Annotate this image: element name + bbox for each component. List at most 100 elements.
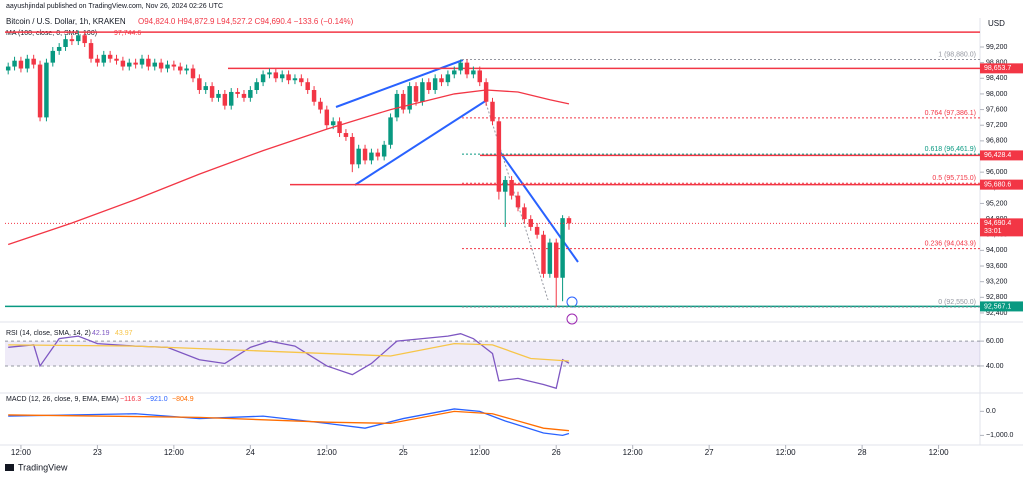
candle-body	[216, 93, 221, 98]
candle-body	[101, 54, 107, 63]
x-tick-label: 12:00	[623, 448, 644, 457]
candle-body	[324, 109, 330, 126]
candle-body	[330, 121, 336, 126]
fib-label: 0.618 (96,461.9)	[925, 146, 976, 153]
y-tick-label: 99,200	[986, 44, 1008, 51]
y-tick-label: 98,400	[986, 75, 1008, 82]
candle-body	[394, 93, 400, 118]
countdown: 33:01	[984, 228, 1002, 235]
x-tick-label: 28	[858, 448, 867, 457]
candle-body	[127, 62, 132, 67]
y-tick-label: 94,000	[986, 247, 1008, 254]
candle-body	[464, 62, 470, 75]
brand-logo	[5, 464, 14, 471]
fib-label: 0.236 (94,043.9)	[925, 241, 976, 248]
y-tick-label: 92,400	[986, 310, 1008, 317]
x-tick-label: 12:00	[776, 448, 797, 457]
x-tick-label: 23	[93, 448, 102, 457]
candle-body	[509, 179, 514, 196]
ma-value: 97,744.6	[114, 30, 141, 37]
candle-body	[44, 62, 49, 118]
x-tick-label: 12:00	[317, 448, 338, 457]
indicator-label: −921.0	[146, 396, 168, 403]
candle-body	[362, 148, 368, 161]
y-tick-label: 97,200	[986, 122, 1008, 129]
price-tag	[980, 63, 1023, 74]
candle-body	[541, 234, 546, 274]
trend-line	[354, 99, 488, 186]
candle-body	[566, 218, 572, 224]
candle-body	[273, 72, 279, 79]
candle-body	[471, 70, 476, 75]
candle-body	[158, 62, 164, 69]
candle-body	[5, 66, 11, 71]
candle-body	[534, 226, 540, 235]
candle-body	[381, 144, 387, 157]
candle-body	[490, 101, 495, 122]
publisher: aayushjindal published on TradingView.co…	[6, 3, 223, 10]
candle-body	[458, 62, 463, 71]
candle-body	[37, 64, 43, 118]
candle-body	[209, 86, 215, 98]
candle-body	[248, 90, 253, 98]
fib-label: 1 (98,880.0)	[938, 51, 976, 58]
candle-body	[350, 136, 355, 165]
indicator-label: RSI (14, close, SMA, 14, 2)	[6, 330, 91, 337]
candle-body	[388, 117, 393, 145]
candle-body	[305, 82, 310, 91]
candle-body	[18, 60, 24, 69]
price-tag-label: 98,653.7	[984, 65, 1011, 72]
candle-body	[432, 78, 438, 91]
price-tag-label: 95,680.6	[984, 181, 1011, 188]
fib-label: 0 (92,550.0)	[938, 299, 976, 306]
candle-body	[76, 35, 81, 42]
y-tick-label: 96,000	[986, 169, 1008, 176]
candle-body	[50, 50, 56, 63]
candle-body	[82, 35, 87, 44]
indicator-label: −116.3	[120, 396, 141, 403]
y-tick-label: 98,000	[986, 91, 1008, 98]
fib-label: 0.5 (95,715.0)	[932, 175, 976, 182]
x-tick-label: 24	[246, 448, 255, 457]
candle-body	[496, 121, 502, 192]
candle-body	[553, 242, 559, 278]
y-tick-label: 93,600	[986, 263, 1008, 270]
candle-body	[343, 133, 349, 137]
candle-body	[228, 91, 234, 106]
indicator-label: 42.19	[92, 330, 110, 337]
y-tick-label: 93,200	[986, 279, 1008, 286]
candle-body	[375, 152, 381, 157]
macd-line	[8, 408, 570, 437]
y-tick-label: 92,800	[986, 294, 1008, 301]
candle-body	[286, 74, 291, 81]
candle-body	[299, 78, 304, 83]
candle-body	[426, 82, 432, 91]
trend-line	[499, 151, 579, 263]
currency: USD	[988, 19, 1005, 28]
candle-body	[439, 78, 444, 83]
indicator-label: 43.97	[115, 330, 133, 337]
candle-body	[139, 58, 145, 65]
candle-body	[120, 60, 126, 67]
candle-body	[25, 58, 30, 69]
candle-body	[292, 78, 298, 81]
candle-body	[413, 86, 419, 102]
x-tick-label: 12:00	[929, 448, 950, 457]
candle-body	[63, 39, 68, 47]
event-icon[interactable]	[566, 313, 578, 325]
candle-body	[146, 58, 151, 67]
candle-body	[12, 60, 17, 67]
y-tick-label: 95,200	[986, 200, 1008, 207]
candle-body	[503, 179, 508, 192]
candle-body	[547, 242, 553, 274]
candle-body	[445, 74, 451, 83]
y-tick-label: 60.00	[986, 338, 1004, 345]
ohlc: O94,824.0 H94,872.9 L94,527.2 C94,690.4 …	[138, 17, 354, 26]
candle-body	[184, 68, 189, 71]
candle-body	[190, 68, 196, 79]
y-tick-label: 96,800	[986, 138, 1008, 145]
plot-layer: 12:00 23 12:00 24 12:00 25 12:00 26 12:00 27 12:00…	[5, 30, 1023, 457]
ma-label: MA (100, close, 0, SMA, 100)	[6, 30, 97, 37]
